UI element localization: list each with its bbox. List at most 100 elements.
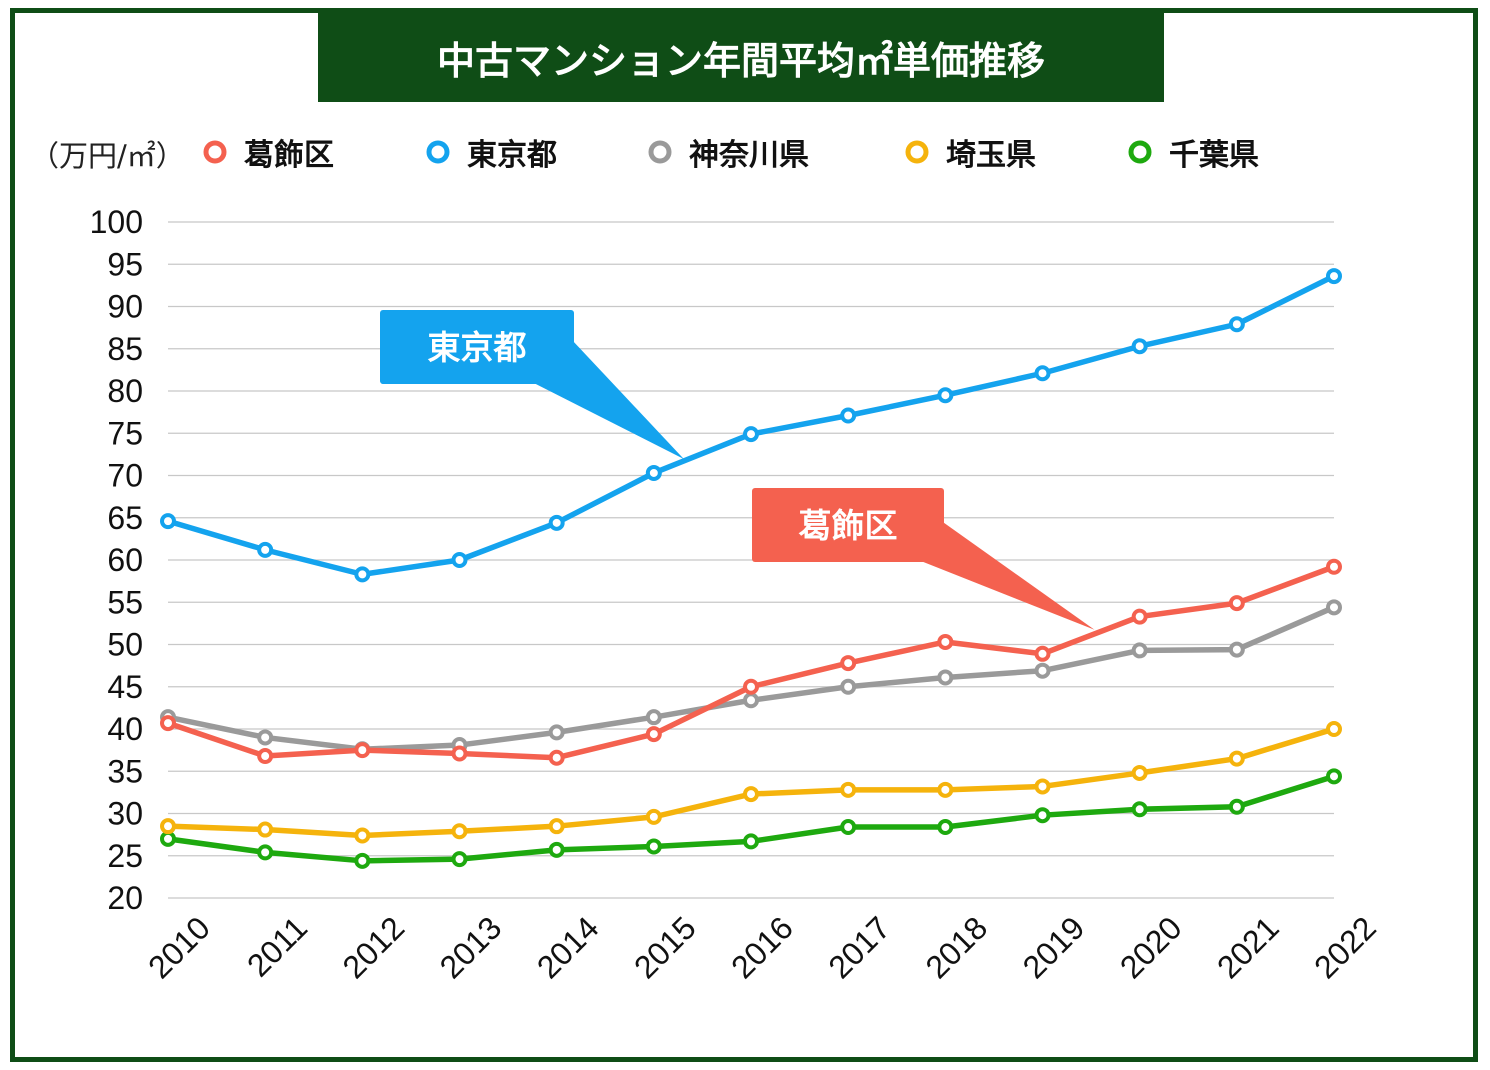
chart-frame: [10, 8, 1478, 1062]
data-point: [1034, 778, 1051, 795]
y-tick-label: 40: [107, 711, 143, 747]
y-tick-label: 80: [107, 373, 143, 409]
y-tick-label: 35: [107, 753, 143, 789]
data-point: [160, 818, 176, 835]
data-point: [1034, 662, 1051, 679]
callout-label: 葛飾区: [799, 506, 898, 545]
legend-item-chiba: 千葉県: [1125, 130, 1259, 174]
data-point: [937, 669, 954, 686]
data-point: [257, 729, 274, 746]
x-tick-label: 2010: [141, 909, 217, 985]
data-point: [548, 841, 565, 858]
legend-label: 葛飾区: [244, 138, 334, 173]
data-point: [743, 692, 759, 709]
series-line-1: [167, 273, 1336, 578]
y-tick-label: 60: [107, 542, 143, 578]
data-point: [937, 781, 954, 798]
legend-item-katsushika: 葛飾区: [200, 130, 334, 174]
data-point: [937, 633, 954, 650]
data-point: [451, 745, 468, 762]
data-point: [257, 844, 274, 861]
x-tick-label: 2020: [1113, 909, 1189, 985]
legend-marker-saitama: [905, 140, 929, 164]
data-point: [1326, 721, 1342, 737]
data-point: [1228, 798, 1245, 815]
data-point: [354, 742, 371, 759]
x-tick-label: 2018: [918, 909, 994, 985]
y-tick-label: 70: [107, 458, 143, 494]
data-point: [840, 655, 857, 672]
y-tick-label: 90: [107, 289, 143, 325]
data-point: [1228, 316, 1245, 333]
data-point: [645, 808, 662, 825]
data-point: [743, 426, 759, 443]
x-tick-label: 2019: [1016, 909, 1092, 985]
y-tick-label: 30: [107, 796, 143, 832]
legend-item-tokyo: 東京都: [423, 130, 557, 174]
x-tick-label: 2013: [433, 909, 509, 985]
data-point: [548, 749, 565, 766]
x-tick-label: 2014: [530, 909, 606, 985]
data-point: [645, 464, 662, 481]
callout-box: [752, 488, 944, 562]
data-point: [354, 852, 371, 869]
data-point: [451, 851, 468, 868]
y-tick-label: 45: [107, 669, 143, 705]
data-point: [160, 513, 176, 530]
data-point: [840, 819, 857, 836]
chart-title: 中古マンション年間平均㎡単価推移: [318, 12, 1164, 102]
data-point: [645, 709, 662, 726]
legend-label: 東京都: [467, 138, 557, 173]
data-point: [937, 387, 954, 404]
legend-label: 千葉県: [1169, 138, 1259, 173]
y-tick-label: 50: [107, 627, 143, 663]
x-tick-label: 2015: [627, 909, 703, 985]
callout-label: 東京都: [428, 328, 527, 367]
legend-item-saitama: 埼玉県: [902, 130, 1036, 174]
data-point: [1326, 768, 1342, 785]
data-point: [1228, 641, 1245, 658]
data-point: [645, 726, 662, 743]
data-point: [1326, 558, 1342, 575]
data-point: [1228, 750, 1245, 767]
data-point: [840, 781, 857, 798]
data-point: [548, 514, 565, 531]
x-tick-label: 2022: [1307, 909, 1383, 985]
x-tick-label: 2012: [335, 909, 411, 985]
data-point: [1131, 608, 1148, 625]
legend-label: 埼玉県: [946, 138, 1036, 173]
data-point: [548, 724, 565, 741]
data-point: [257, 748, 274, 765]
data-point: [160, 715, 176, 732]
data-point: [1131, 764, 1148, 781]
y-tick-label: 65: [107, 500, 143, 536]
data-point: [257, 821, 274, 838]
x-tick-label: 2017: [821, 909, 897, 985]
y-tick-label: 55: [107, 584, 143, 620]
legend-marker-katsushika: [203, 140, 227, 164]
data-point: [160, 830, 176, 847]
data-point: [451, 823, 468, 840]
data-point: [743, 833, 759, 850]
x-tick-label: 2021: [1210, 909, 1286, 985]
y-tick-label: 85: [107, 331, 143, 367]
callout-box: [380, 310, 574, 384]
data-point: [1131, 642, 1148, 659]
data-point: [548, 818, 565, 835]
data-point: [451, 552, 468, 568]
data-point: [1034, 645, 1051, 662]
x-tick-label: 2016: [724, 909, 800, 985]
legend-item-kanagawa: 神奈川県: [645, 130, 809, 174]
data-point: [1228, 595, 1245, 612]
data-point: [1131, 338, 1148, 355]
y-tick-label: 75: [107, 415, 143, 451]
data-point: [743, 678, 759, 695]
data-point: [354, 566, 371, 583]
unit-label: （万円/㎡）: [30, 139, 185, 173]
data-point: [1034, 365, 1051, 382]
y-tick-label: 25: [107, 838, 143, 874]
data-point: [1326, 268, 1342, 285]
legend-marker-tokyo: [426, 140, 450, 164]
legend-marker-chiba: [1128, 140, 1152, 164]
